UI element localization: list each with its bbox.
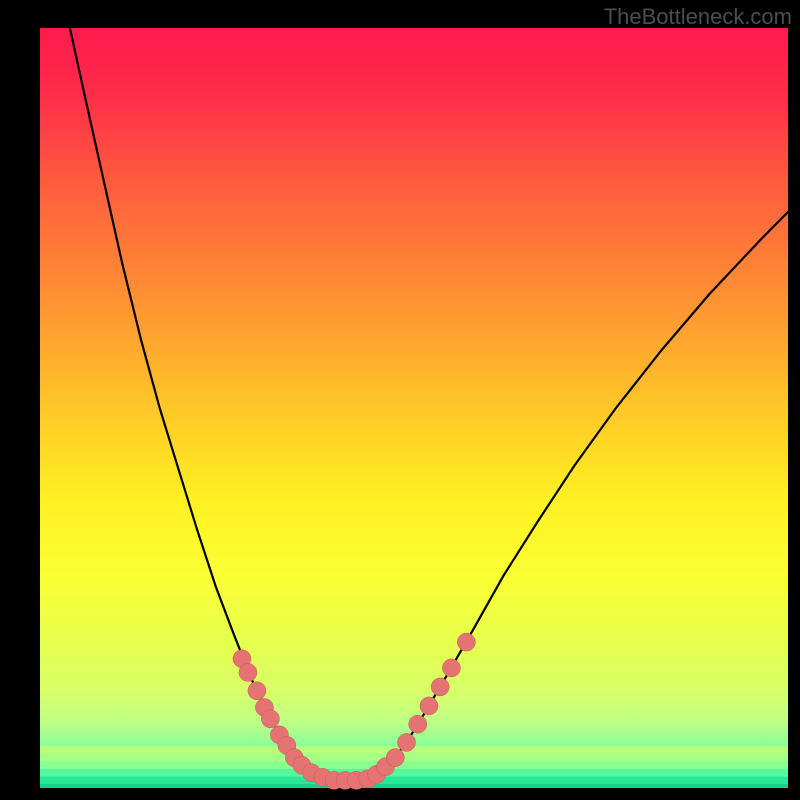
bottom-band: [40, 761, 788, 769]
watermark-label: TheBottleneck.com: [604, 4, 792, 30]
data-marker: [457, 633, 475, 651]
data-marker: [239, 663, 257, 681]
data-marker: [409, 715, 427, 733]
plot-background: [40, 28, 788, 788]
bottleneck-chart: [0, 0, 800, 800]
data-marker: [431, 678, 449, 696]
data-marker: [261, 710, 279, 728]
data-marker: [248, 682, 266, 700]
data-marker: [398, 733, 416, 751]
bottom-band: [40, 777, 788, 785]
chart-container: TheBottleneck.com: [0, 0, 800, 800]
data-marker: [386, 749, 404, 767]
bottom-band: [40, 769, 788, 777]
bottom-band: [40, 784, 788, 788]
data-marker: [442, 659, 460, 677]
data-marker: [420, 697, 438, 715]
bottom-band: [40, 754, 788, 762]
